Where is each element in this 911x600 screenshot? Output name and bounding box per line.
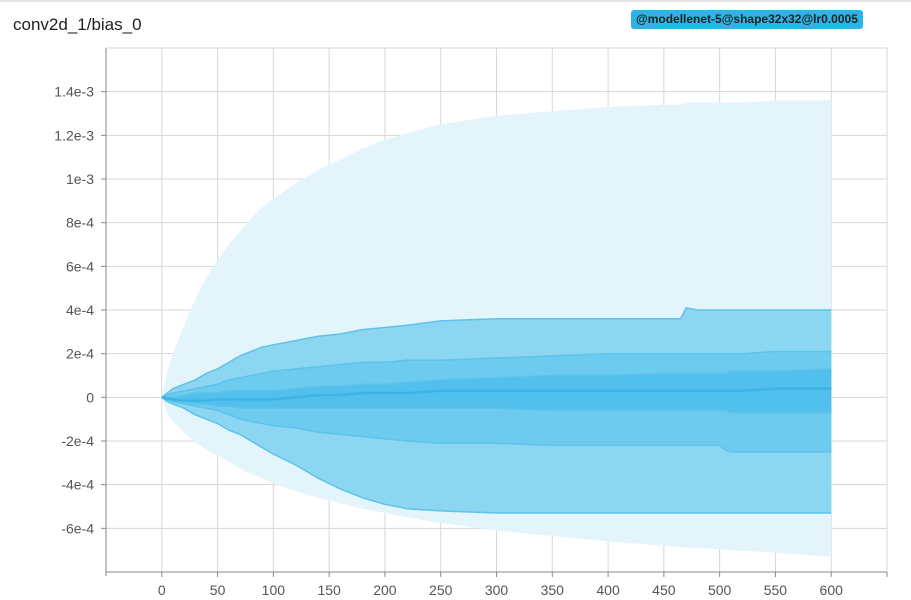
distribution-bands — [161, 100, 832, 557]
x-tick-label: 550 — [764, 582, 788, 598]
percentile-line — [161, 368, 832, 399]
percentile-line — [161, 396, 832, 414]
x-tick-label: 450 — [652, 582, 676, 598]
percentile-line — [161, 396, 832, 453]
y-axis-ticks: -6e-4 -4e-4 -2e-4 0 2e-4 4e-4 6e-4 8e-4 1e-3 1.2e… — [54, 84, 106, 536]
x-tick-label: 200 — [373, 582, 397, 598]
percentile-lines — [161, 306, 832, 514]
y-tick-label: 1.2e-3 — [54, 127, 94, 143]
y-tick-label: 6e-4 — [66, 258, 94, 274]
y-tick-label: 8e-4 — [66, 215, 94, 231]
chart-title: conv2d_1/bias_0 — [13, 15, 142, 34]
percentile-line — [161, 306, 832, 398]
x-tick-label: 600 — [820, 582, 844, 598]
y-tick-label: 2e-4 — [66, 346, 94, 362]
y-tick-label: 0 — [86, 389, 94, 405]
x-tick-label: 250 — [429, 582, 453, 598]
median-line — [161, 387, 832, 402]
x-tick-label: 0 — [158, 582, 166, 598]
y-tick-label: -2e-4 — [61, 433, 94, 449]
y-tick-label: 4e-4 — [66, 302, 94, 318]
x-tick-label: 50 — [210, 582, 226, 598]
x-tick-label: 400 — [596, 582, 620, 598]
percentile-line — [161, 396, 832, 514]
top-border — [0, 0, 911, 2]
y-tick-label: 1.4e-3 — [54, 84, 94, 100]
y-tick-label: -6e-4 — [61, 520, 94, 536]
y-tick-label: 1e-3 — [66, 171, 94, 187]
x-tick-label: 350 — [541, 582, 565, 598]
x-tick-label: 500 — [708, 582, 732, 598]
x-axis-ticks: 0 50 100 150 200 250 300 350 400 450 500 550 600 — [158, 572, 888, 598]
y-tick-label: -4e-4 — [61, 477, 94, 493]
x-tick-label: 100 — [262, 582, 286, 598]
run-tag-badge[interactable]: @modellenet-5@shape32x32@lr0.0005 — [631, 10, 863, 29]
x-tick-label: 300 — [485, 582, 509, 598]
percentile-line — [161, 350, 832, 398]
x-tick-label: 150 — [317, 582, 341, 598]
